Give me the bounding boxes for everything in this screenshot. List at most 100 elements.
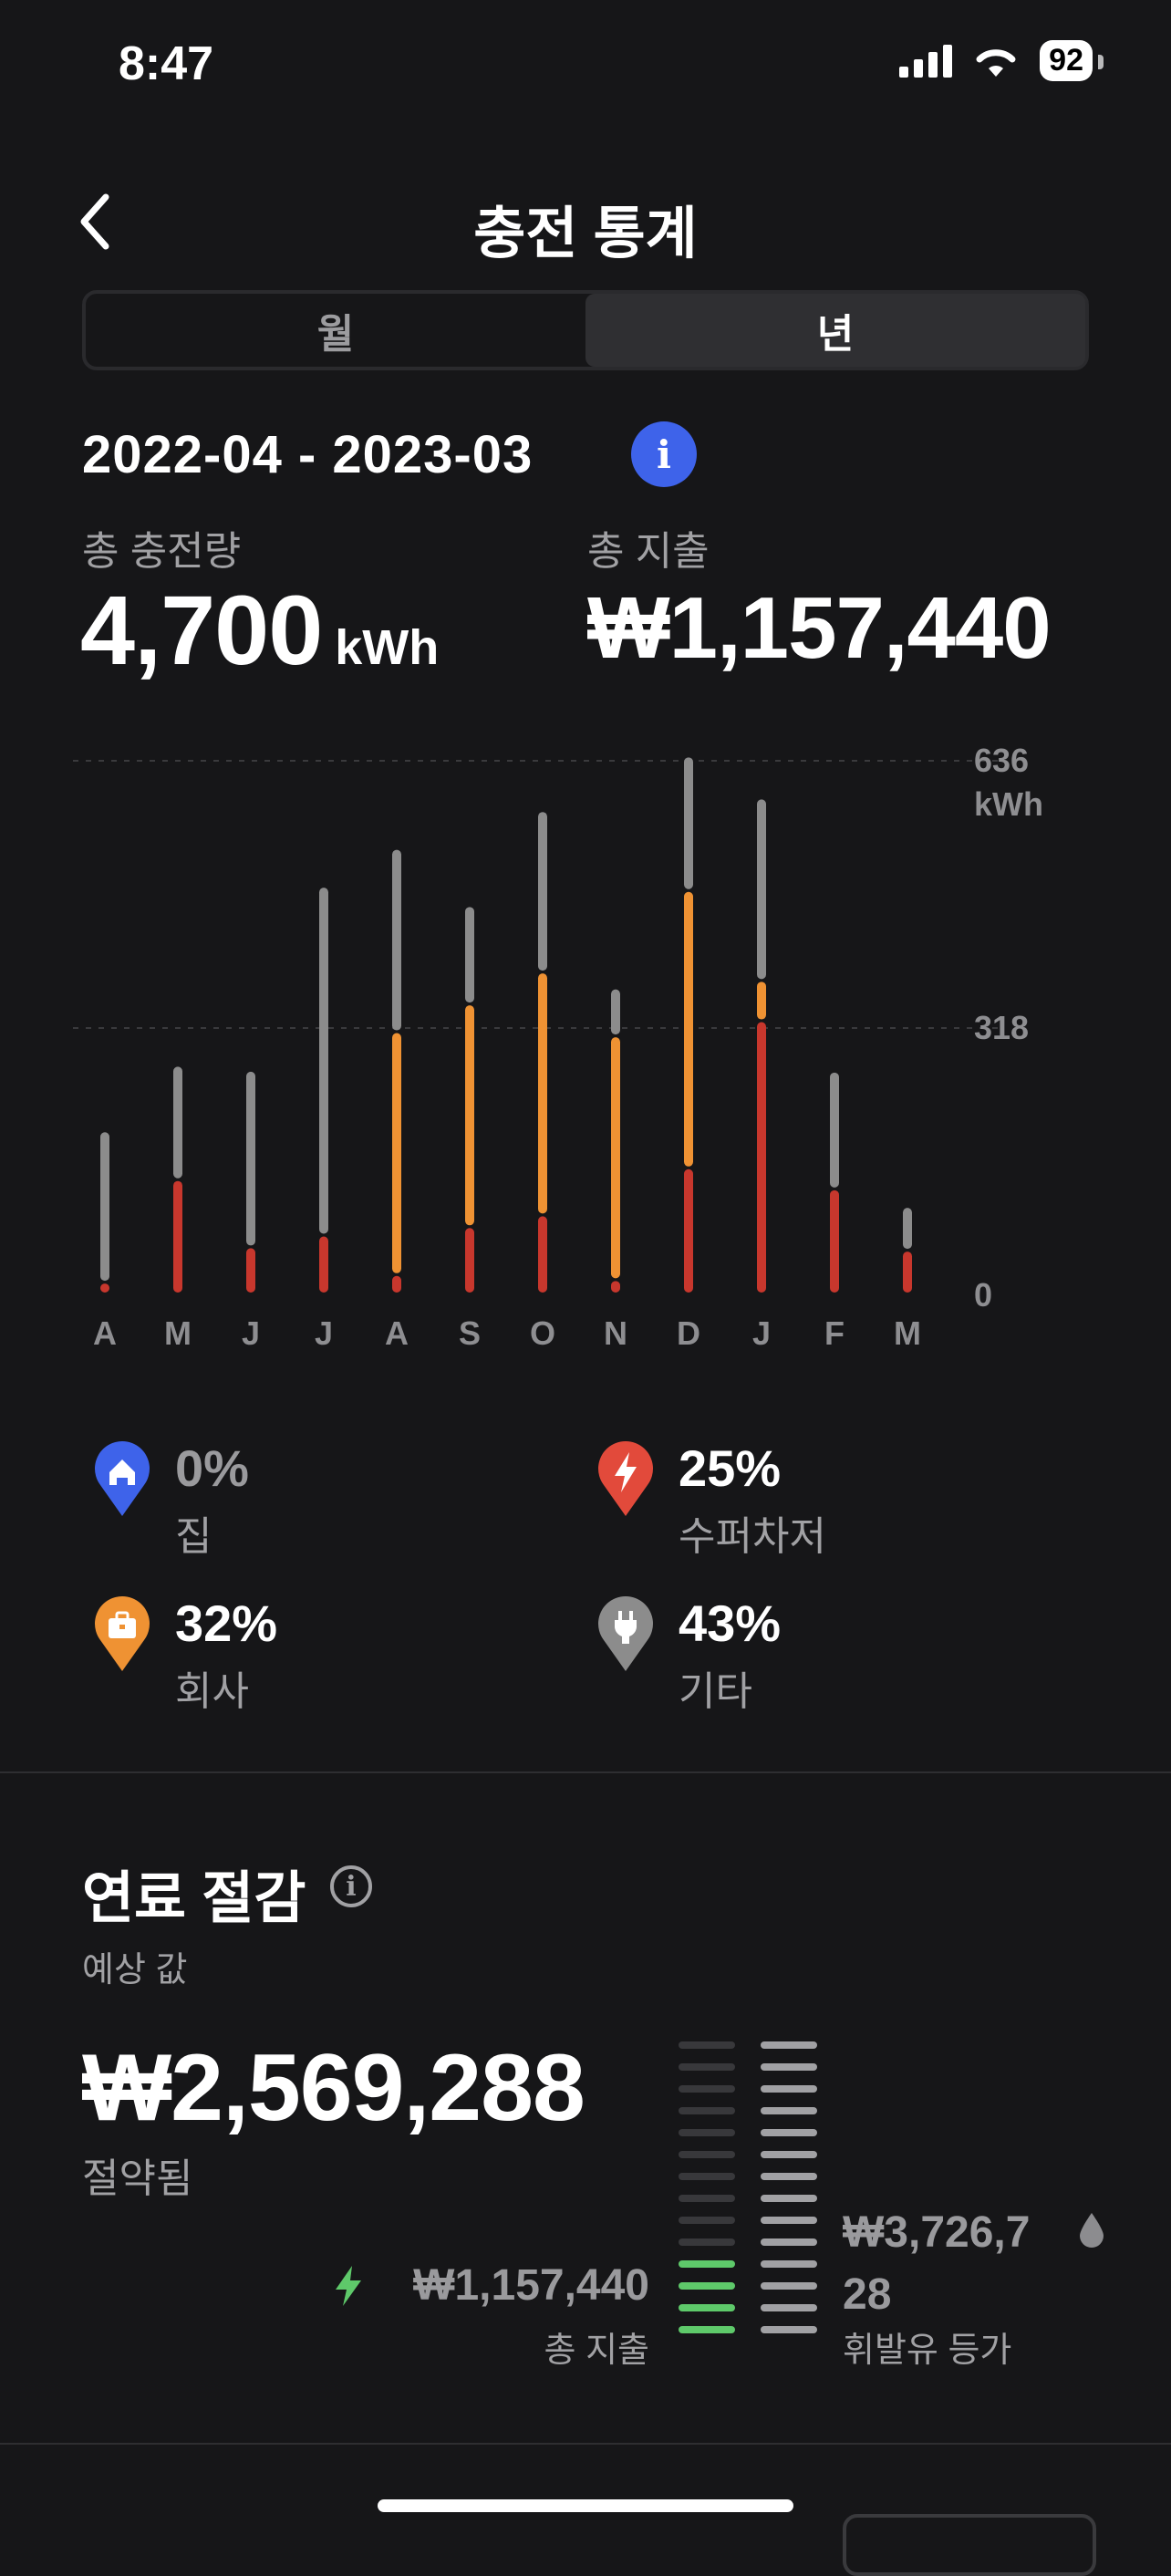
gas-bar-segment [761, 2238, 817, 2246]
legend-home-label: 집 [175, 1514, 212, 1559]
y-tick-label: 0 [974, 1276, 992, 1314]
bar-segment-수퍼차저 [100, 1283, 109, 1293]
x-tick-label: J [752, 1314, 771, 1352]
total-charge-unit: kWh [335, 620, 440, 675]
period-range: 2022-04 - 2023-03 [82, 425, 534, 484]
gas-bar-segment [761, 2151, 817, 2158]
total-charge: 4,700 kWh [80, 573, 439, 687]
y-tick-label: kWh [974, 785, 1043, 823]
fuel-info-icon[interactable]: i [330, 1865, 372, 1907]
legend-work-pct: 32% [175, 1594, 278, 1652]
x-tick-label: J [315, 1314, 333, 1352]
bar-segment-수퍼차저 [757, 1022, 766, 1293]
legend-supercharger-pct: 25% [679, 1439, 782, 1497]
bar-segment-기타 [465, 907, 474, 1003]
x-tick-label: A [385, 1314, 409, 1352]
bar-segment-수퍼차저 [611, 1281, 620, 1293]
gas-bar-segment [761, 2107, 817, 2114]
info-icon[interactable]: i [631, 421, 697, 487]
gas-equivalent-label: 휘발유 등가 [843, 2332, 1012, 2370]
total-charge-label: 총 충전량 [82, 529, 242, 574]
electric-bar-segment [679, 2085, 735, 2093]
electric-bar-segment [679, 2195, 735, 2202]
x-tick-label: O [530, 1314, 555, 1352]
saved-value: ₩2,569,288 [82, 2035, 586, 2141]
gas-bar-segment [761, 2282, 817, 2290]
bar-segment-기타 [392, 849, 401, 1031]
gas-cost-bar [761, 2041, 817, 2348]
gas-value-line1: ₩3,726,7 [843, 2208, 1031, 2257]
x-tick-label: M [894, 1314, 921, 1352]
spent-value: ₩1,157,440 [413, 2261, 649, 2310]
gas-bar-segment [761, 2326, 817, 2333]
legend-work-label: 회사 [175, 1669, 249, 1714]
legend-other-label: 기타 [679, 1669, 752, 1714]
electric-cost-bar [679, 2041, 735, 2348]
bar-segment-기타 [538, 812, 547, 971]
gas-bar-segment [761, 2304, 817, 2311]
battery-indicator: 92 [1040, 40, 1104, 81]
legend-home-pct: 0% [175, 1439, 249, 1497]
electric-bar-segment [679, 2173, 735, 2180]
gas-bar-segment [761, 2085, 817, 2093]
y-tick-label: 318 [974, 1009, 1029, 1046]
electric-bar-segment [679, 2063, 735, 2071]
gas-bar-segment [761, 2063, 817, 2071]
electric-bar-segment [679, 2304, 735, 2311]
legend-home: 0% 집 [93, 1439, 249, 1562]
electric-bar-segment [679, 2107, 735, 2114]
bar-segment-수퍼차저 [830, 1189, 839, 1293]
electric-bar-segment [679, 2041, 735, 2049]
gas-equivalent-value: ₩3,726,7 28 [843, 2202, 1030, 2326]
saved-label: 절약됨 [82, 2156, 193, 2201]
electric-bar-segment [679, 2129, 735, 2136]
bar-segment-수퍼차저 [319, 1236, 328, 1293]
back-chevron-icon[interactable] [73, 190, 117, 254]
x-tick-label: F [824, 1314, 845, 1352]
segment-month[interactable]: 월 [316, 312, 355, 357]
bar-segment-회사 [392, 1033, 401, 1273]
bar-segment-기타 [319, 888, 328, 1234]
x-tick-label: D [677, 1314, 700, 1352]
charge-bar-chart: 636 kWh 318 0 A M J J A S O N D J F M [73, 742, 1043, 1352]
x-tick-label: M [164, 1314, 192, 1352]
bar-segment-수퍼차저 [538, 1216, 547, 1293]
home-icon [95, 1441, 150, 1516]
status-time: 8:47 [119, 37, 214, 90]
fuel-drop-icon [1080, 2213, 1104, 2248]
gas-value-line2: 28 [843, 2270, 892, 2319]
bar-segment-수퍼차저 [684, 1169, 693, 1293]
legend-supercharger-label: 수퍼차저 [679, 1514, 826, 1559]
briefcase-icon [95, 1596, 150, 1671]
home-indicator [378, 2499, 793, 2512]
estimate-label: 예상 값 [82, 1951, 188, 1989]
electric-bar-segment [679, 2282, 735, 2290]
electric-bar-segment [679, 2326, 735, 2333]
segment-year[interactable]: 년 [586, 294, 1085, 367]
bar-segment-수퍼차저 [246, 1248, 255, 1293]
gas-bar-segment [761, 2173, 817, 2180]
bar-segment-기타 [173, 1066, 182, 1179]
y-tick-label: 636 [974, 742, 1029, 779]
legend-work: 32% 회사 [93, 1594, 277, 1717]
legend-supercharger: 25% 수퍼차저 [596, 1439, 826, 1562]
electric-bar-segment [679, 2238, 735, 2246]
x-tick-label: N [604, 1314, 627, 1352]
bar-segment-기타 [830, 1072, 839, 1188]
total-charge-value: 4,700 [80, 575, 323, 685]
spent-label: 총 지출 [544, 2332, 649, 2370]
gas-bar-segment [761, 2195, 817, 2202]
bar-segment-기타 [246, 1071, 255, 1246]
gas-bar-segment [761, 2260, 817, 2268]
x-tick-label: J [242, 1314, 260, 1352]
bar-segment-수퍼차저 [465, 1228, 474, 1293]
bar-segment-기타 [684, 757, 693, 889]
bar-segment-기타 [903, 1208, 912, 1250]
bar-segment-회사 [611, 1037, 620, 1279]
legend-other: 43% 기타 [596, 1594, 781, 1717]
x-tick-label: A [93, 1314, 117, 1352]
plug-icon [598, 1596, 653, 1671]
bar-segment-회사 [757, 982, 766, 1020]
electric-bar-segment [679, 2217, 735, 2224]
bottom-button-partial[interactable] [843, 2514, 1096, 2576]
